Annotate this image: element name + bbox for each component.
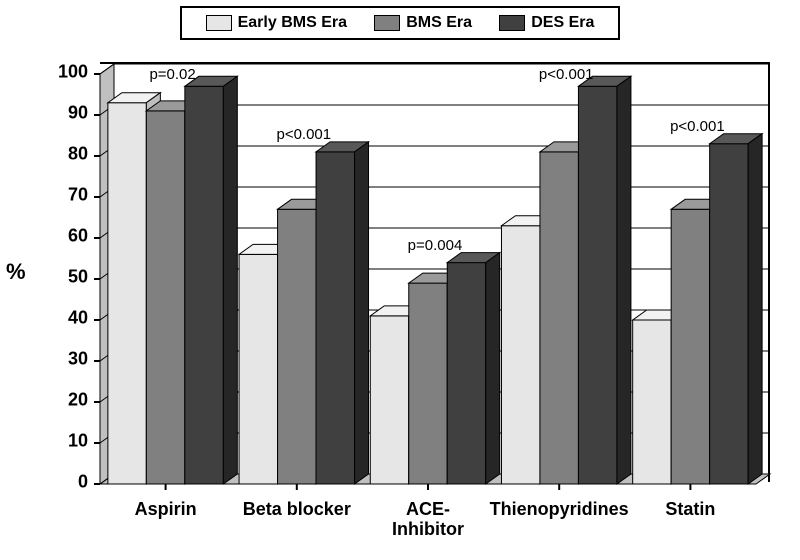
bar-face: [409, 283, 447, 484]
bar-face: [108, 103, 146, 484]
bar-face: [671, 209, 709, 484]
bar-top: [239, 244, 291, 254]
legend-label: Early BMS Era: [238, 14, 347, 32]
p-value-annotation: p<0.001: [276, 126, 331, 143]
bar-side: [223, 76, 237, 484]
legend-label: BMS Era: [406, 14, 472, 32]
bar-top: [370, 306, 422, 316]
chart: Early BMS Era BMS Era DES Era % Aspirin p…: [0, 0, 800, 560]
legend-swatch-bms: [374, 15, 400, 31]
y-axis-tick-label: 10: [28, 431, 88, 452]
legend-item-des: DES Era: [499, 14, 594, 32]
bar-top: [278, 199, 330, 209]
x-axis-category-label: ACE- Inhibitor: [392, 500, 464, 540]
bar-face: [710, 144, 748, 484]
y-axis-tick-label: 20: [28, 390, 88, 411]
bar-face: [540, 152, 578, 484]
bar-face: [578, 86, 616, 484]
y-axis-tick-label: 60: [28, 226, 88, 247]
bar-top: [671, 199, 723, 209]
bar-face: [316, 152, 354, 484]
p-value-annotation: p=0.004: [408, 237, 463, 254]
y-axis-label: %: [6, 259, 26, 285]
bar-top: [501, 216, 553, 226]
legend-label: DES Era: [531, 14, 594, 32]
bar-side: [278, 244, 292, 484]
bar-side: [540, 216, 554, 484]
bar-side: [578, 142, 592, 484]
bar-top: [633, 310, 685, 320]
bar-side: [355, 142, 369, 484]
y-axis-tick-label: 100: [28, 62, 88, 83]
y-axis-tick-label: 50: [28, 267, 88, 288]
bar-side: [486, 253, 500, 484]
bar-face: [278, 209, 316, 484]
p-value-annotation: p<0.001: [539, 66, 594, 83]
y-axis-tick-label: 70: [28, 185, 88, 206]
bar-side: [617, 76, 631, 484]
bar-side: [316, 199, 330, 484]
legend-swatch-early-bms: [206, 15, 232, 31]
bar-face: [633, 320, 671, 484]
bar-face: [370, 316, 408, 484]
bar-side: [185, 101, 199, 484]
legend: Early BMS Era BMS Era DES Era: [180, 6, 620, 40]
bar-face: [239, 254, 277, 484]
bar-side: [748, 134, 762, 484]
x-axis-category-label: Beta blocker: [243, 500, 351, 520]
bar-top: [710, 134, 762, 144]
p-value-annotation: p<0.001: [670, 118, 725, 135]
y-axis-tick-label: 30: [28, 349, 88, 370]
bar-top: [540, 142, 592, 152]
bar-top: [447, 253, 499, 263]
bar-face: [447, 263, 485, 484]
y-axis-tick-label: 90: [28, 103, 88, 124]
x-axis-category-label: Statin: [665, 500, 715, 520]
bar-side: [146, 93, 160, 484]
legend-swatch-des: [499, 15, 525, 31]
legend-item-bms: BMS Era: [374, 14, 472, 32]
bar-face: [185, 86, 223, 484]
bar-top: [108, 93, 160, 103]
x-axis-category-label: Aspirin: [135, 500, 197, 520]
bar-side: [710, 199, 724, 484]
bar-face: [146, 111, 184, 484]
y-axis-tick-label: 40: [28, 308, 88, 329]
bar-top: [316, 142, 368, 152]
bar-side: [671, 310, 685, 484]
y-axis-tick-label: 80: [28, 144, 88, 165]
legend-item-early-bms: Early BMS Era: [206, 14, 347, 32]
y-axis-tick-label: 0: [28, 472, 88, 493]
bar-side: [447, 273, 461, 484]
x-axis-category-label: Thienopyridines: [490, 500, 629, 520]
bar-top: [409, 273, 461, 283]
p-value-annotation: p=0.02: [149, 66, 195, 83]
bar-top: [146, 101, 198, 111]
bar-side: [409, 306, 423, 484]
bar-face: [501, 226, 539, 484]
